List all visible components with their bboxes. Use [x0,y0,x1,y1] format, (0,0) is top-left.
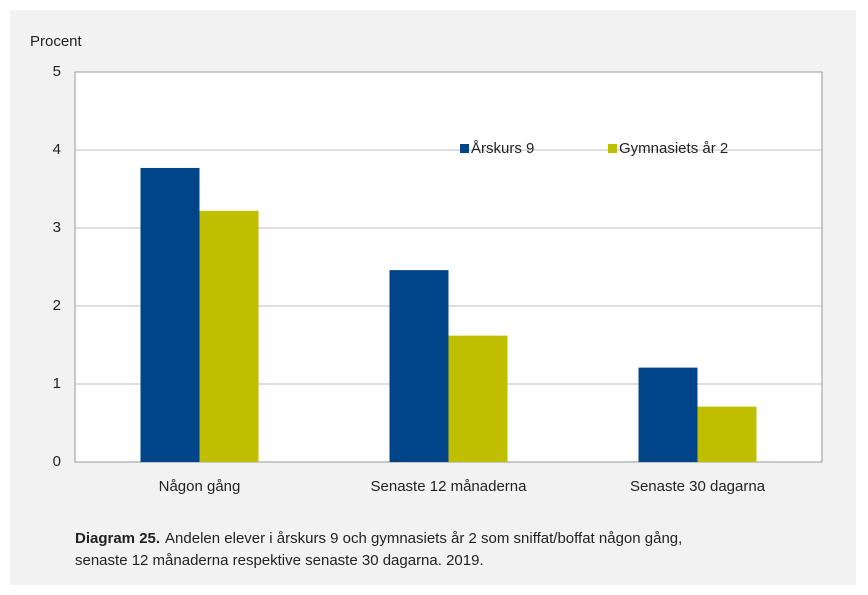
y-tick-label: 0 [53,453,61,470]
x-tick-label: Senaste 12 månaderna [371,478,528,495]
legend-swatch [460,144,469,153]
y-tick-label: 4 [53,141,61,158]
bar [140,167,200,462]
legend-swatch [608,144,617,153]
caption-label: Diagram 25. [75,530,160,547]
y-tick-label: 1 [53,375,61,392]
y-tick-label: 5 [53,63,61,80]
bar [199,210,259,462]
caption-line: Diagram 25. Andelen elever i årskurs 9 oc… [75,530,682,547]
legend-label: Gymnasiets år 2 [619,140,728,157]
y-tick-label: 3 [53,219,61,236]
caption-line: senaste 12 månaderna respektive senaste … [75,552,484,569]
bar [697,406,757,462]
bar [638,367,698,462]
y-axis-label: Procent [30,33,83,50]
legend-label: Årskurs 9 [471,140,534,157]
x-tick-label: Någon gång [159,478,241,495]
caption-text: Andelen elever i årskurs 9 och gymnasiet… [165,530,682,547]
y-tick-label: 2 [53,297,61,314]
x-tick-label: Senaste 30 dagarna [630,478,766,495]
bar [389,270,449,462]
bar [448,335,508,462]
